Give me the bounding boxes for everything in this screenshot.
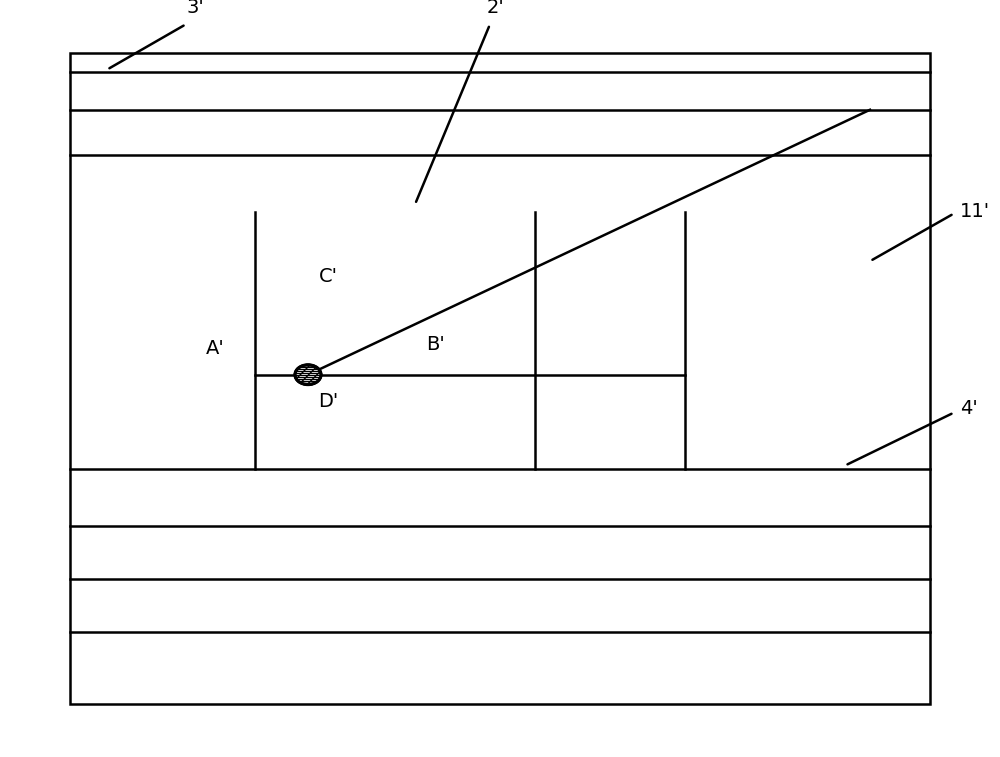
Text: A': A' [206,338,224,358]
Text: 4': 4' [960,399,978,419]
Text: C': C' [318,266,338,286]
Text: 11': 11' [960,202,990,222]
Text: D': D' [318,391,338,411]
Text: 3': 3' [186,0,204,17]
Text: 2': 2' [486,0,504,17]
Text: B': B' [426,335,444,354]
Circle shape [295,365,321,385]
Bar [70,53,930,704]
Circle shape [295,365,321,385]
